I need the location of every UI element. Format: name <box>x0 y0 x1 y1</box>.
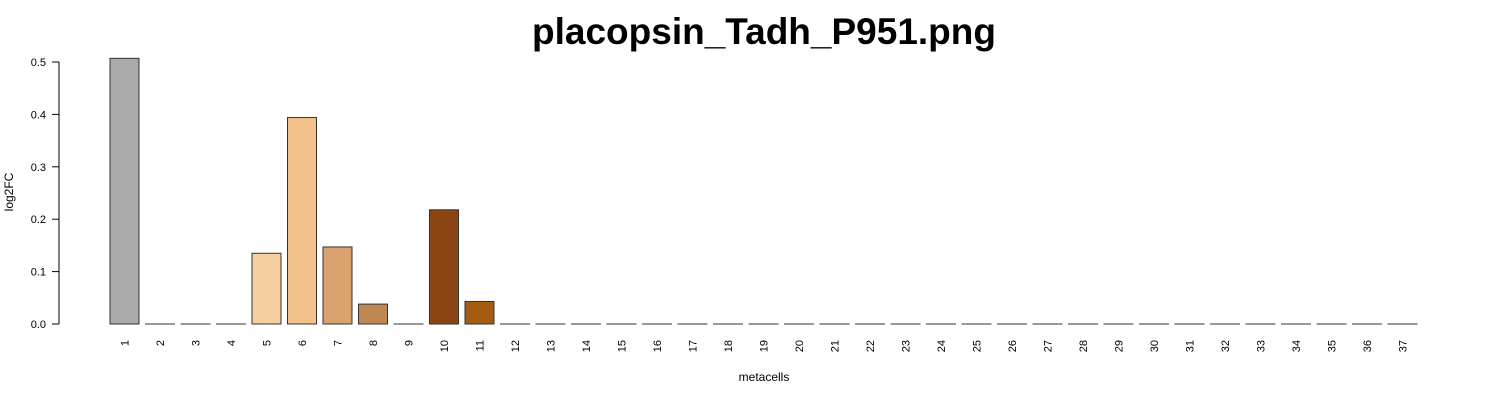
bar-8 <box>358 303 388 325</box>
x-tick-label: 3 <box>191 340 203 346</box>
x-tick-label: 21 <box>830 340 842 352</box>
y-tick-label: 0.4 <box>31 109 46 121</box>
x-tick-label: 25 <box>972 340 984 352</box>
y-tick-label: 0.2 <box>31 214 46 226</box>
y-tick-label: 0.5 <box>31 57 46 69</box>
x-tick-label: 33 <box>1256 340 1268 352</box>
y-tick-label: 0.3 <box>31 162 46 174</box>
x-tick-label: 22 <box>865 340 877 352</box>
x-tick-labels: 1 2 3 4 5 6 7 8 9 10 11 12 13 14 15 16 17 18 19 20 21 22 23 24 2… <box>120 340 1410 352</box>
x-tick-label: 19 <box>759 340 771 352</box>
x-axis-label: metacells <box>739 370 790 384</box>
bars <box>109 57 1418 325</box>
x-tick-label: 26 <box>1007 340 1019 352</box>
x-tick-label: 4 <box>226 340 238 346</box>
x-tick-label: 31 <box>1185 340 1197 352</box>
chart-title: placopsin_Tadh_P951.png <box>532 11 996 52</box>
x-tick-label: 20 <box>794 340 806 352</box>
x-tick-label: 28 <box>1078 340 1090 352</box>
x-tick-label: 2 <box>155 340 167 346</box>
bar-7 <box>322 246 353 325</box>
bar-6 <box>287 117 317 325</box>
bar-11 <box>464 300 495 325</box>
bar-10 <box>429 209 459 325</box>
bar-1 <box>109 57 140 325</box>
x-tick-label: 12 <box>510 340 522 352</box>
x-tick-label: 7 <box>333 340 345 346</box>
x-tick-label: 11 <box>475 340 487 351</box>
x-tick-label: 23 <box>901 340 913 352</box>
x-tick-label: 16 <box>652 340 664 352</box>
x-tick-label: 8 <box>368 340 380 346</box>
x-tick-label: 36 <box>1362 340 1374 352</box>
y-axis-label: log2FC <box>2 172 16 211</box>
x-tick-label: 29 <box>1114 340 1126 352</box>
x-tick-label: 1 <box>120 340 132 346</box>
bar-5 <box>251 252 282 325</box>
x-tick-label: 37 <box>1398 340 1410 352</box>
x-tick-label: 15 <box>617 340 629 352</box>
x-tick-label: 34 <box>1291 340 1303 352</box>
y-tick-label: 0.0 <box>31 319 46 331</box>
y-axis: 0.0 0.1 0.2 0.3 0.4 0.5 <box>31 57 60 331</box>
x-tick-label: 13 <box>546 340 558 352</box>
x-tick-label: 6 <box>297 340 309 346</box>
x-tick-label: 27 <box>1043 340 1055 352</box>
y-tick-label: 0.1 <box>31 267 46 279</box>
x-tick-label: 5 <box>262 340 274 346</box>
x-tick-label: 9 <box>404 340 416 346</box>
x-tick-label: 35 <box>1327 340 1339 352</box>
x-tick-label: 18 <box>723 340 735 352</box>
x-tick-label: 14 <box>581 340 593 352</box>
x-tick-label: 17 <box>688 340 700 352</box>
x-tick-label: 30 <box>1149 340 1161 352</box>
x-tick-label: 10 <box>439 340 451 352</box>
x-tick-label: 32 <box>1220 340 1232 352</box>
x-tick-label: 24 <box>936 340 948 352</box>
